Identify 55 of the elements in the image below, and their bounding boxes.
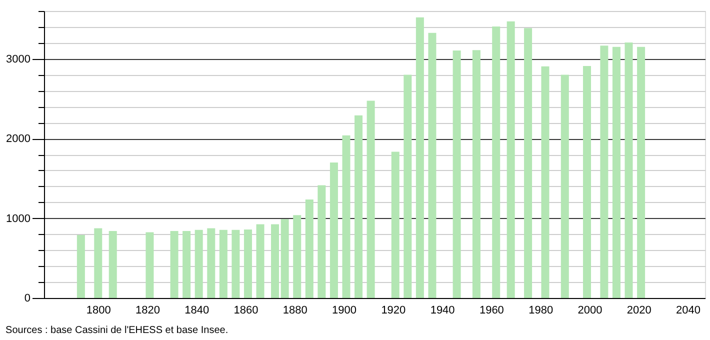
x-tick-label: 2020 bbox=[626, 304, 652, 316]
x-tick-label: 1880 bbox=[282, 304, 308, 316]
x-tick-label: 1820 bbox=[136, 304, 160, 316]
x-tick-label: 1860 bbox=[234, 304, 258, 316]
bar bbox=[146, 232, 154, 298]
bar bbox=[170, 231, 178, 298]
x-tick-label: 1800 bbox=[86, 304, 111, 316]
bar bbox=[108, 231, 117, 298]
bar bbox=[318, 185, 326, 298]
bar bbox=[506, 21, 515, 298]
bar bbox=[244, 229, 252, 298]
bar bbox=[416, 17, 424, 298]
bar bbox=[492, 26, 500, 298]
bar bbox=[271, 224, 280, 298]
bar bbox=[404, 74, 412, 298]
bar bbox=[280, 219, 289, 298]
bar bbox=[342, 135, 350, 298]
y-tick-label: 2000 bbox=[6, 133, 30, 146]
bar bbox=[391, 152, 400, 298]
bar bbox=[256, 224, 264, 298]
x-tick-label: 1900 bbox=[332, 304, 357, 316]
x-tick-label: 1920 bbox=[381, 304, 406, 316]
bar bbox=[472, 50, 480, 298]
bar bbox=[560, 74, 569, 298]
bar bbox=[232, 230, 240, 298]
y-tick-label: 1000 bbox=[6, 212, 30, 225]
x-tick-label: 1980 bbox=[528, 304, 554, 316]
x-tick-label: 1840 bbox=[184, 304, 210, 316]
x-tick-label: 1940 bbox=[430, 304, 455, 316]
bar bbox=[354, 115, 363, 298]
x-tick-label: 1960 bbox=[479, 304, 504, 316]
bar bbox=[330, 162, 338, 298]
bar bbox=[541, 66, 550, 298]
x-tick-label: 2040 bbox=[676, 304, 700, 316]
bar bbox=[637, 46, 646, 298]
x-tick-label: 2000 bbox=[578, 304, 602, 316]
bar bbox=[76, 235, 85, 298]
bar bbox=[624, 42, 633, 298]
bar bbox=[612, 46, 620, 298]
bar bbox=[219, 230, 228, 298]
bar bbox=[305, 200, 314, 298]
bar bbox=[452, 50, 461, 298]
source-note: Sources : base Cassini de l'EHESS et base Insee. bbox=[6, 325, 228, 336]
bar bbox=[94, 228, 102, 298]
bar bbox=[600, 46, 608, 298]
bar bbox=[182, 231, 191, 298]
y-tick-label: 3000 bbox=[6, 53, 30, 66]
bar bbox=[194, 230, 203, 298]
bar bbox=[582, 66, 591, 298]
bar bbox=[293, 215, 302, 298]
bar bbox=[366, 100, 375, 298]
bar bbox=[207, 228, 216, 298]
y-tick-label: 0 bbox=[24, 292, 30, 304]
bar bbox=[524, 28, 532, 298]
bar bbox=[428, 32, 436, 298]
